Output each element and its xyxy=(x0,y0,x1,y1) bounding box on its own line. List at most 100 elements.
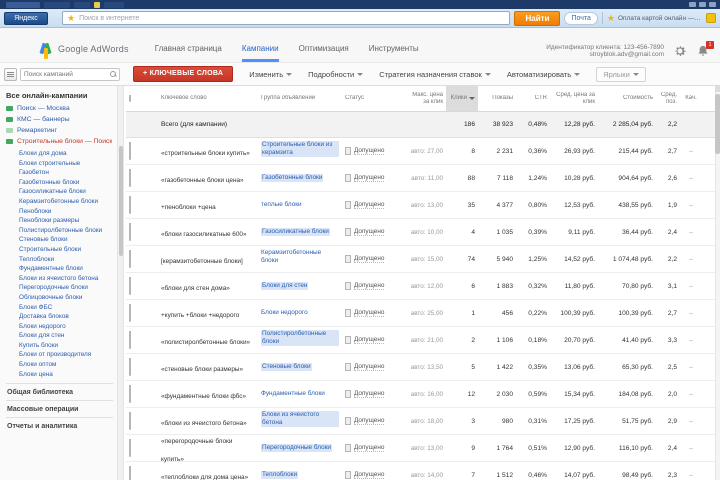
col-keyword[interactable]: Ключевое слово xyxy=(161,95,207,101)
sidebar-adgroup-item[interactable]: Блоки для стен xyxy=(19,332,65,340)
approval-status-text[interactable]: Допущено xyxy=(354,174,385,182)
dropdown-button[interactable]: Ярлыки xyxy=(596,66,646,82)
col-cost[interactable]: Стоимость xyxy=(622,95,653,101)
sidebar-scrollbar-thumb[interactable] xyxy=(119,146,123,256)
keyword-text[interactable]: «газобетонные блоки цена» xyxy=(161,177,244,184)
sidebar-adgroup-item[interactable]: Газобетонные блоки xyxy=(19,178,80,186)
sidebar-adgroup-item[interactable]: Блоки строительные xyxy=(19,159,81,167)
row-checkbox[interactable] xyxy=(129,169,131,187)
adgroup-link[interactable]: теплые блоки xyxy=(261,201,302,208)
row-checkbox[interactable] xyxy=(129,412,131,430)
sidebar-adgroup-item[interactable]: Стеновые блоки xyxy=(19,236,68,244)
col-quality[interactable]: Кач. xyxy=(685,95,697,101)
table-scrollbar[interactable] xyxy=(715,86,720,480)
sidebar-adgroup-item[interactable]: Блоки из ячеистого бетона xyxy=(19,274,99,282)
col-status[interactable]: Статус xyxy=(345,95,364,101)
keyword-text[interactable]: «фундаментные блоки фбс» xyxy=(161,393,246,400)
max-cpc-value[interactable]: авто: 12,00 xyxy=(410,282,443,290)
sidebar-section-header[interactable]: Массовые операции xyxy=(6,400,113,417)
dropdown-button[interactable]: Стратегия назначения ставок xyxy=(379,70,491,79)
approval-status-text[interactable]: Допущено xyxy=(354,228,385,236)
col-avg-position[interactable]: Сред. поз. xyxy=(660,91,677,105)
keyword-text[interactable]: «стеновые блоки размеры» xyxy=(161,366,244,373)
sidebar-campaign-item[interactable]: Ремаркетинг xyxy=(6,127,117,134)
approval-status-text[interactable]: Допущено xyxy=(354,309,385,317)
sidebar-adgroup-item[interactable]: Облицовочные блоки xyxy=(19,293,83,301)
browser-tab[interactable] xyxy=(104,2,124,8)
keyword-text[interactable]: +пеноблоки +цена xyxy=(161,204,216,211)
max-cpc-value[interactable]: авто: 13,00 xyxy=(410,444,443,452)
max-cpc-value[interactable]: авто: 16,00 xyxy=(410,390,443,398)
sidebar-campaign-item[interactable]: Строительные блоки — Поиск xyxy=(6,138,117,145)
max-cpc-value[interactable]: авто: 10,00 xyxy=(410,228,443,236)
row-checkbox[interactable] xyxy=(129,358,131,376)
max-cpc-value[interactable]: авто: 25,00 xyxy=(410,309,443,317)
keyword-text[interactable]: «перегородочные блоки купить» xyxy=(161,438,233,463)
approval-status-text[interactable]: Допущено xyxy=(354,255,385,263)
extension-icon[interactable] xyxy=(706,13,716,23)
sidebar-adgroup-item[interactable]: Блоки ФБС xyxy=(19,303,53,311)
col-impressions[interactable]: Показы xyxy=(492,95,513,101)
row-checkbox[interactable] xyxy=(129,385,131,403)
keyword-text[interactable]: [керамзитобетонные блоки] xyxy=(161,258,243,265)
row-checkbox[interactable] xyxy=(129,439,131,457)
adgroup-link[interactable]: Стеновые блоки xyxy=(261,363,312,371)
sidebar-adgroup-item[interactable]: Полистиролбетонные блоки xyxy=(19,226,103,234)
find-button[interactable]: Найти xyxy=(514,10,561,26)
approval-status-text[interactable]: Допущено xyxy=(354,201,385,209)
adgroup-link[interactable]: Газосиликатные блоки xyxy=(261,228,330,236)
adgroup-link[interactable]: Строительные блоки из керамзита xyxy=(261,140,339,157)
sidebar-adgroup-item[interactable]: Строительные блоки xyxy=(19,245,82,253)
sidebar-adgroup-item[interactable]: Блоки оптом xyxy=(19,361,57,369)
keyword-text[interactable]: «строительные блоки купить» xyxy=(161,150,250,157)
adgroup-link[interactable]: Полистиролбетонные блоки xyxy=(261,329,339,346)
browser-tab[interactable] xyxy=(44,2,70,8)
sidebar-scrollbar[interactable] xyxy=(118,86,124,480)
keyword-text[interactable]: «полистиролбетонные блоки» xyxy=(161,339,251,346)
sidebar-adgroup-item[interactable]: Фундаментные блоки xyxy=(19,265,83,273)
browser-tab[interactable] xyxy=(74,2,90,8)
nav-tab[interactable]: Инструменты xyxy=(368,44,419,53)
select-all-checkbox[interactable] xyxy=(129,95,131,102)
adgroup-link[interactable]: Фундаментные блоки xyxy=(261,390,325,397)
approval-status-text[interactable]: Допущено xyxy=(354,363,385,371)
approval-status-text[interactable]: Допущено xyxy=(354,147,385,155)
row-checkbox[interactable] xyxy=(129,304,131,322)
col-adgroup[interactable]: Группа объявлений xyxy=(261,95,316,101)
max-cpc-value[interactable]: авто: 27,00 xyxy=(410,147,443,155)
dropdown-button[interactable]: Автоматизировать xyxy=(507,70,581,79)
keyword-text[interactable]: «блоки газосиликатные 600» xyxy=(161,231,247,238)
sidebar-toggle-button[interactable] xyxy=(4,67,17,81)
approval-status-text[interactable]: Допущено xyxy=(354,444,385,452)
adgroup-link[interactable]: Блоки из ячеистого бетона xyxy=(261,410,339,427)
scrollbar-up-arrow[interactable] xyxy=(715,86,720,92)
approval-status-text[interactable]: Допущено xyxy=(354,336,385,344)
nav-tab[interactable]: Главная страница xyxy=(154,44,222,53)
max-cpc-value[interactable]: авто: 15,00 xyxy=(410,255,443,263)
max-cpc-value[interactable]: авто: 11,00 xyxy=(411,174,443,182)
adgroup-link[interactable]: Блоки недорого xyxy=(261,309,308,316)
nav-tab[interactable]: Кампании xyxy=(241,44,279,62)
max-cpc-value[interactable]: авто: 14,00 xyxy=(410,471,443,479)
sidebar-adgroup-item[interactable]: Газобетон xyxy=(19,169,49,177)
sidebar-title[interactable]: Все онлайн-кампании xyxy=(6,91,88,100)
approval-status-text[interactable]: Допущено xyxy=(354,390,385,398)
sidebar-adgroup-item[interactable]: Блоки цена xyxy=(19,370,53,378)
row-checkbox[interactable] xyxy=(129,223,131,241)
campaign-search-input[interactable] xyxy=(24,70,110,78)
sidebar-adgroup-item[interactable]: Перегородочные блоки xyxy=(19,284,88,292)
col-max-cpc[interactable]: Макс. цена за клик xyxy=(412,91,443,105)
sidebar-campaign-item[interactable]: КМС — баннеры xyxy=(6,116,117,123)
sidebar-adgroup-item[interactable]: Пеноблоки размеры xyxy=(19,217,80,225)
adgroup-link[interactable]: Перегородочные блоки xyxy=(261,444,332,452)
gear-icon[interactable] xyxy=(673,44,687,58)
sidebar-campaign-item[interactable]: Поиск — Москва xyxy=(6,105,117,112)
sidebar-adgroup-item[interactable]: Купить блоки xyxy=(19,341,59,349)
sidebar-adgroup-item[interactable]: Блоки от производителя xyxy=(19,351,92,359)
max-cpc-value[interactable]: авто: 21,00 xyxy=(410,336,443,344)
approval-status-text[interactable]: Допущено xyxy=(354,417,385,425)
bookmark-item[interactable]: ★ Оплата картой онлайн — Яндекс xyxy=(607,14,702,23)
row-checkbox[interactable] xyxy=(129,466,131,480)
sidebar-adgroup-item[interactable]: Блоки для дома xyxy=(19,150,67,157)
nav-tab[interactable]: Оптимизация xyxy=(298,44,349,53)
